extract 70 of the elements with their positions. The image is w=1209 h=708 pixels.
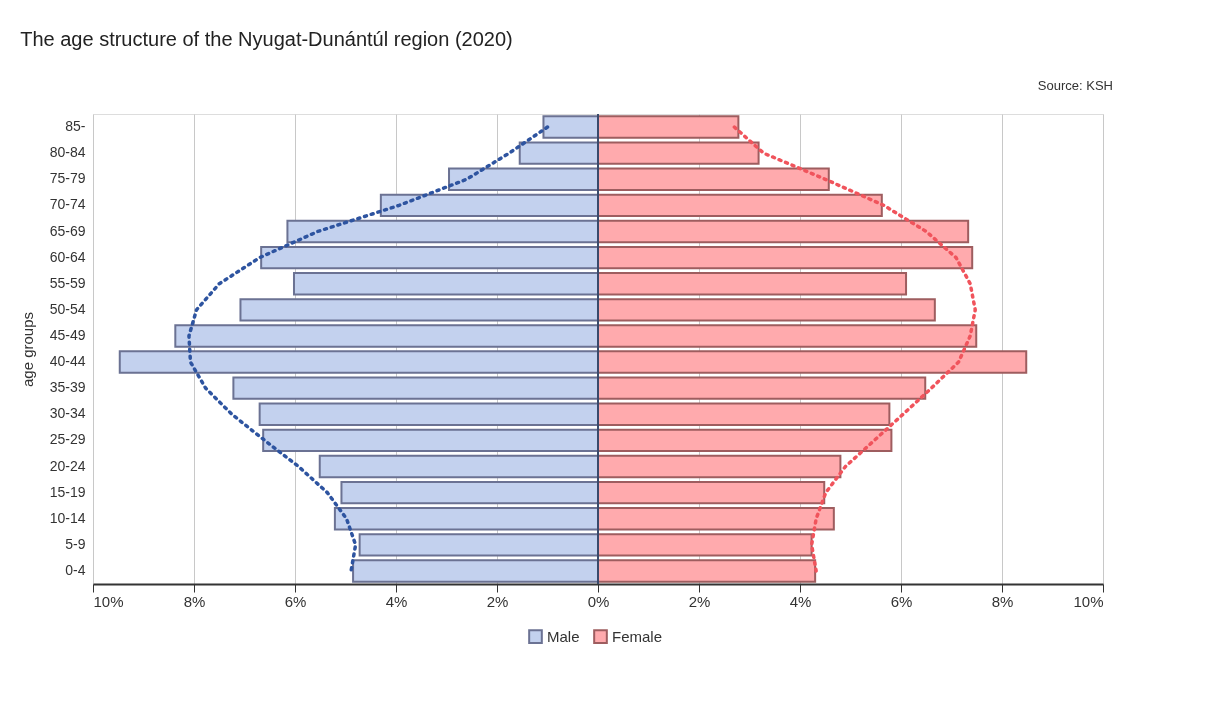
bar xyxy=(597,454,842,479)
bar xyxy=(518,141,599,165)
bar xyxy=(597,376,927,400)
x-tick-label: 6% xyxy=(890,592,913,610)
bar xyxy=(448,167,599,191)
bar xyxy=(597,298,936,322)
bar xyxy=(258,402,599,426)
bar xyxy=(597,245,974,270)
chart-title: The age structure of the Nyugat-Dunántúl region (2020) xyxy=(20,28,513,50)
x-tick-label: 4% xyxy=(789,592,812,610)
x-tick-label: 10% xyxy=(1073,592,1104,610)
y-tick-label: 35-39 xyxy=(49,379,86,396)
y-tick-label: 40-44 xyxy=(49,353,86,370)
bar xyxy=(597,507,835,531)
bar xyxy=(597,428,893,453)
y-axis-title: age groups xyxy=(18,311,36,388)
bar xyxy=(597,141,760,165)
bar xyxy=(597,272,908,296)
y-tick-label: 55-59 xyxy=(49,274,86,291)
y-tick-label: 75-79 xyxy=(49,170,86,187)
bar xyxy=(118,350,599,374)
x-tick-label: 0% xyxy=(587,592,610,610)
y-tick-label: 45-49 xyxy=(49,326,86,343)
bar xyxy=(292,272,599,296)
bar xyxy=(333,507,599,531)
bar xyxy=(597,193,883,218)
y-tick-label: 60-64 xyxy=(49,248,86,265)
y-tick-label: 20-24 xyxy=(49,457,86,474)
bar xyxy=(597,167,830,191)
source-note: Source: KSH xyxy=(1037,78,1113,93)
x-tick-label: 8% xyxy=(183,592,206,610)
y-tick-label: 5-9 xyxy=(65,535,86,552)
x-tick-label: 2% xyxy=(486,592,509,610)
bar xyxy=(597,219,970,244)
y-tick-label: 70-74 xyxy=(49,196,86,213)
bar xyxy=(358,533,599,557)
bar xyxy=(597,533,813,557)
y-tick-label: 30-34 xyxy=(49,405,86,422)
y-tick-label: 50-54 xyxy=(49,300,86,317)
x-tick-label: 6% xyxy=(284,592,307,610)
x-tick-label: 2% xyxy=(688,592,711,610)
bar xyxy=(597,559,817,583)
bar xyxy=(597,350,1028,374)
bar xyxy=(597,115,740,139)
bar xyxy=(239,298,599,322)
y-tick-label: 15-19 xyxy=(49,483,86,500)
bar xyxy=(597,324,978,348)
y-tick-label: 0-4 xyxy=(65,561,86,578)
bar xyxy=(232,376,599,400)
bar xyxy=(260,245,599,270)
bar xyxy=(318,454,599,479)
bar xyxy=(352,559,599,583)
y-tick-label: 80-84 xyxy=(49,144,86,161)
legend-label: Male xyxy=(547,627,580,645)
x-tick-label: 10% xyxy=(93,592,124,610)
y-tick-label: 25-29 xyxy=(49,431,86,448)
bar xyxy=(262,428,599,453)
bar xyxy=(340,480,599,505)
bar xyxy=(286,219,599,244)
x-tick-label: 8% xyxy=(991,592,1014,610)
bar xyxy=(174,324,599,348)
bar xyxy=(597,480,826,505)
bar xyxy=(542,115,599,139)
y-tick-label: 65-69 xyxy=(49,222,86,239)
y-tick-label: 10-14 xyxy=(49,509,86,526)
legend-label: Female xyxy=(612,627,663,645)
x-tick-label: 4% xyxy=(385,592,408,610)
bar xyxy=(379,193,599,218)
y-tick-label: 85- xyxy=(65,118,86,135)
bar xyxy=(597,402,891,426)
